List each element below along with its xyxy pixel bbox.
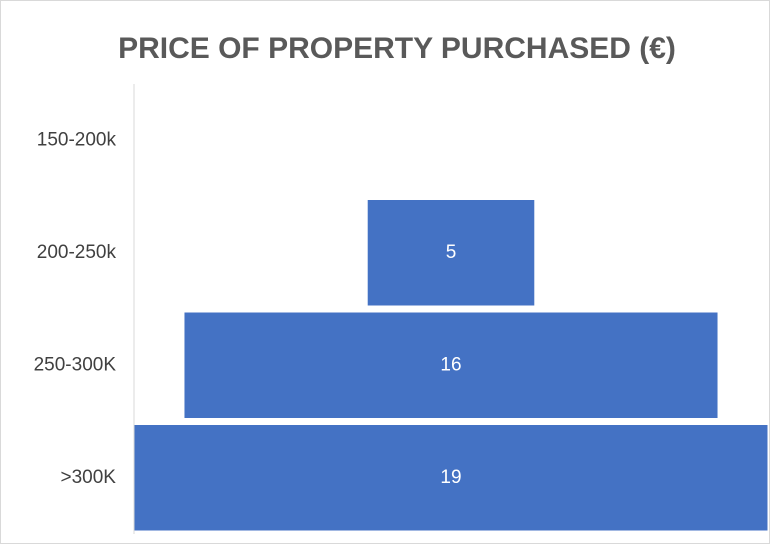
funnel-bar [134,425,768,531]
category-label: 200-250k [37,242,117,263]
data-label: 16 [440,354,461,375]
category-label: 250-300K [34,354,117,375]
data-label: 5 [446,242,457,263]
chart-title: PRICE OF PROPERTY PURCHASED (€) [118,32,676,65]
data-label: 19 [440,467,461,488]
funnel-bar [184,312,718,418]
category-label: 150-200k [37,129,117,150]
funnel-bar [367,200,535,306]
category-label: >300K [61,467,117,488]
